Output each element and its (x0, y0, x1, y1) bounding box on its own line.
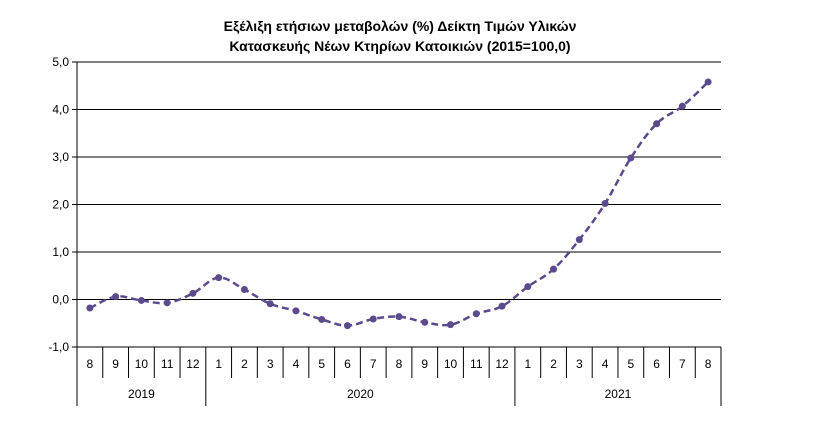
x-category-label: 4 (602, 357, 609, 371)
y-tick-label: 1,0 (52, 245, 69, 259)
data-point (472, 310, 480, 318)
x-category-label: 12 (186, 357, 200, 371)
chart-title-line-1: Εξέλιξη ετήσιων μεταβολών (%) Δείκτη Τιμ… (224, 18, 577, 34)
data-point (524, 283, 532, 291)
data-point (86, 304, 94, 312)
y-axis-tick-labels: -1,0 0,0 1,0 2,0 3,0 4,0 5,0 (48, 55, 69, 354)
data-point (292, 307, 300, 315)
x-category-label: 8 (396, 357, 403, 371)
data-point (266, 300, 274, 308)
x-category-label: 11 (470, 357, 483, 371)
chart-title-line-2: Κατασκευής Νέων Κτηρίων Κατοικιών (2015=… (229, 38, 570, 54)
x-year-label: 2019 (128, 387, 155, 401)
x-category-label: 11 (161, 357, 174, 371)
x-category-label: 8 (705, 357, 712, 371)
data-point (112, 293, 120, 301)
x-category-label: 6 (653, 357, 660, 371)
grid-lines (77, 61, 721, 300)
data-point (189, 289, 197, 297)
data-point (447, 321, 455, 329)
x-category-label: 2 (550, 357, 557, 371)
y-tick-label: 0,0 (52, 293, 69, 307)
y-tick-label: 3,0 (52, 150, 69, 164)
series-line (89, 81, 709, 327)
data-point (421, 318, 429, 326)
data-point (704, 78, 712, 86)
data-point (137, 296, 145, 304)
x-category-label: 5 (318, 357, 325, 371)
x-category-label: 4 (293, 357, 300, 371)
x-category-label: 5 (627, 357, 634, 371)
x-category-label: 2 (241, 357, 248, 371)
x-category-label: 9 (112, 357, 119, 371)
x-category-label: 10 (135, 357, 149, 371)
data-point (550, 265, 558, 273)
data-point (369, 315, 377, 323)
data-point (215, 274, 223, 282)
data-point (318, 315, 326, 323)
x-category-label: 1 (215, 357, 222, 371)
y-tick-label: 4,0 (52, 103, 69, 117)
data-point (240, 286, 248, 294)
data-point (395, 313, 403, 321)
y-tick-label: 5,0 (52, 55, 69, 69)
y-tick-label: -1,0 (48, 340, 69, 354)
axes (72, 61, 722, 406)
data-point (653, 120, 661, 128)
x-category-label: 7 (370, 357, 377, 371)
data-point (678, 102, 686, 110)
y-tick-label: 2,0 (52, 198, 69, 212)
x-category-label: 3 (576, 357, 583, 371)
data-point (627, 154, 635, 162)
x-category-label: 7 (679, 357, 686, 371)
data-point (163, 299, 171, 307)
data-point (498, 302, 506, 310)
x-category-label: 10 (444, 357, 458, 371)
data-point (575, 236, 583, 244)
x-year-label: 2021 (605, 387, 632, 401)
series-path (89, 81, 709, 327)
x-category-label: 9 (421, 357, 428, 371)
data-point (343, 322, 351, 330)
x-year-label: 2020 (347, 387, 374, 401)
x-category-label: 1 (524, 357, 531, 371)
series-points (86, 78, 712, 330)
x-category-label: 8 (87, 357, 94, 371)
x-category-label: 3 (267, 357, 274, 371)
x-category-label: 6 (344, 357, 351, 371)
x-category-label: 12 (495, 357, 509, 371)
data-point (601, 200, 609, 208)
